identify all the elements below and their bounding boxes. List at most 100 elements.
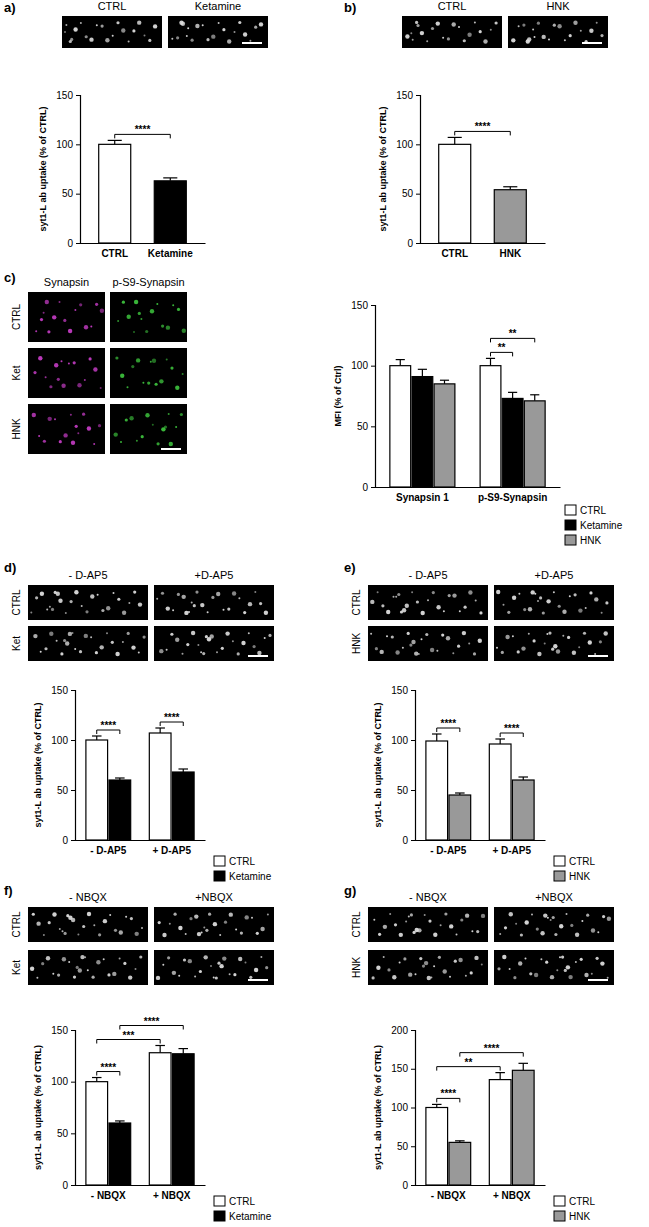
error-bar-stem (454, 137, 455, 144)
speckle (188, 959, 192, 963)
speckle (46, 608, 48, 610)
speckle (232, 640, 234, 642)
tick: - NBQX (91, 1190, 126, 1201)
speckle (213, 977, 215, 979)
micrograph (28, 950, 148, 985)
legend-entry: Ketamine (214, 1211, 272, 1222)
speckle (503, 604, 505, 606)
speckle (64, 932, 67, 935)
image-column-label: +D-AP5 (535, 569, 574, 581)
speckle (528, 607, 532, 611)
speckle (548, 39, 550, 41)
tick-label: - D-AP5 (90, 845, 127, 856)
axis-line (71, 1031, 76, 1186)
tick: 50 (402, 188, 420, 199)
panel: g)- NBQX+NBQXCTRLHNK050100150200syt1-L a… (344, 883, 614, 1222)
speckle (558, 605, 561, 608)
speckle (426, 40, 428, 42)
speckle (56, 592, 60, 596)
significance: **** (437, 1088, 460, 1102)
speckle (405, 920, 407, 922)
speckle (254, 968, 258, 972)
tick: + NBQX (493, 1190, 531, 1201)
speckle (170, 633, 173, 636)
speckle (30, 967, 34, 971)
speckle (89, 357, 92, 360)
bar (434, 384, 455, 487)
speckle (596, 22, 598, 24)
tick-label: - D-AP5 (430, 845, 467, 856)
speckle (171, 38, 173, 40)
speckle (387, 968, 390, 971)
error-bar-cap (178, 768, 188, 769)
speckle (586, 914, 589, 917)
tick-label: + D-AP5 (492, 845, 531, 856)
tick-label: 0 (362, 482, 368, 493)
bar (512, 1070, 534, 1185)
speckle (84, 634, 88, 638)
speckle (575, 933, 579, 937)
speckle (49, 606, 51, 608)
speckle (574, 593, 577, 596)
tick: 0 (62, 1180, 75, 1191)
speckle (172, 971, 176, 975)
tick: 150 (56, 90, 80, 101)
legend-entry: CTRL (214, 1196, 256, 1207)
speckle (237, 652, 240, 655)
speckle (481, 964, 483, 966)
speckle (463, 39, 466, 42)
speckle (505, 635, 509, 639)
tick-label: 100 (391, 1102, 408, 1113)
significance: **** (160, 712, 183, 726)
panel-label: d) (4, 560, 16, 575)
tick-label: 0 (62, 1180, 68, 1191)
speckle (131, 645, 135, 649)
tick-label: 50 (397, 1141, 409, 1152)
tick: 0 (402, 1180, 415, 1191)
speckle (65, 24, 67, 26)
error-bar (495, 739, 505, 744)
tick-label: HNK (499, 248, 521, 259)
speckle (392, 975, 396, 979)
tick-mark (416, 144, 420, 145)
speckle (138, 312, 141, 315)
speckle (142, 382, 144, 384)
speckle (80, 955, 84, 959)
scale-bar (248, 655, 268, 657)
speckle (249, 40, 251, 42)
axis-line (376, 487, 561, 488)
scale-bar (161, 448, 181, 450)
speckle (45, 376, 47, 378)
speckle (106, 632, 108, 634)
image-column-label: Synapsin (44, 276, 89, 288)
image-column-label: CTRL (438, 0, 467, 12)
speckle (70, 600, 73, 603)
micrographs: - NBQX+NBQXCTRLKet (11, 891, 274, 985)
image-row-label: Ket (11, 960, 22, 975)
tick-mark (411, 1146, 415, 1147)
speckle (501, 651, 504, 654)
tick-label: + D-AP5 (152, 845, 191, 856)
speckle (553, 591, 555, 593)
speckle (402, 647, 404, 649)
speckle (57, 378, 60, 381)
speckle (520, 933, 523, 936)
axis-line (411, 691, 416, 841)
tick-label: 50 (402, 188, 414, 199)
significance-label: **** (144, 1016, 160, 1027)
tick-label: 50 (57, 785, 69, 796)
speckle (70, 38, 73, 41)
image-column-label: HNK (546, 0, 570, 12)
speckle (542, 611, 545, 614)
legend-label: HNK (569, 1211, 590, 1222)
image-row-label: CTRL (351, 589, 362, 616)
speckle (416, 24, 419, 27)
speckle (219, 934, 221, 936)
speckle (121, 28, 125, 32)
speckle (182, 653, 184, 655)
speckle (204, 955, 208, 959)
significance: **** (500, 723, 523, 737)
micrographs: CTRL HNK (402, 0, 608, 48)
speckle (589, 29, 593, 33)
speckle (119, 957, 121, 959)
